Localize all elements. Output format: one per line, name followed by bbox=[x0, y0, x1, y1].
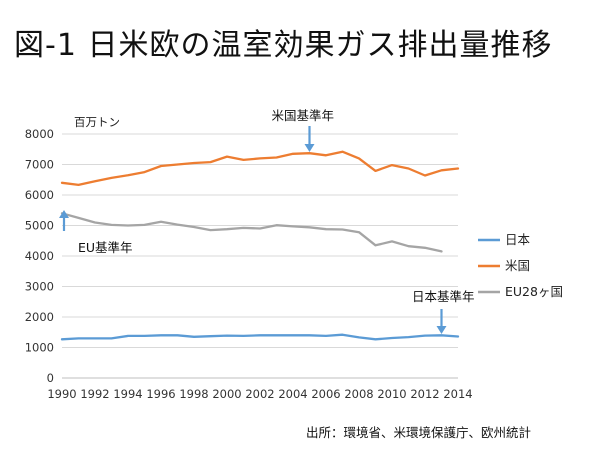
annotation-japan-base-year: 日本基準年 bbox=[412, 289, 475, 304]
legend-label-0: 日本 bbox=[505, 232, 531, 247]
y-tick-label: 5000 bbox=[25, 219, 54, 233]
x-tick-label: 2004 bbox=[278, 387, 307, 401]
page-title: 図-1 日米欧の温室効果ガス排出量推移 bbox=[14, 28, 553, 63]
x-tick-label: 2002 bbox=[245, 387, 274, 401]
x-tick-label: 1996 bbox=[146, 387, 175, 401]
x-tick-label: 2010 bbox=[377, 387, 406, 401]
source-note: 出所：環境省、米環境保護庁、欧州統計 bbox=[306, 425, 532, 440]
y-tick-label: 6000 bbox=[25, 188, 54, 202]
x-tick-label: 2008 bbox=[344, 387, 373, 401]
x-tick-label: 1998 bbox=[179, 387, 208, 401]
y-tick-label: 1000 bbox=[25, 341, 54, 355]
series-line-1 bbox=[60, 150, 460, 187]
annotation-eu-base-year: EU基準年 bbox=[78, 240, 133, 255]
x-tick-label: 2012 bbox=[410, 387, 439, 401]
legend-label-2: EU28ヶ国 bbox=[505, 284, 563, 299]
y-axis-tick-labels: 0 1000 2000 3000 4000 5000 6000 7000 8000 bbox=[25, 127, 54, 385]
x-tick-label: 1994 bbox=[113, 387, 142, 401]
y-tick-label: 4000 bbox=[25, 249, 54, 263]
japan-base-year-arrow-head bbox=[436, 326, 447, 334]
legend-label-1: 米国 bbox=[505, 258, 530, 273]
series-line-0 bbox=[60, 333, 460, 341]
y-tick-label: 0 bbox=[47, 371, 54, 385]
x-tick-label: 2014 bbox=[443, 387, 472, 401]
y-axis-unit-label: 百万トン bbox=[74, 115, 120, 129]
y-tick-label: 7000 bbox=[25, 158, 54, 172]
x-axis-tick-labels: 1990 1992 1994 1996 1998 2000 2002 2004 2006 2008… bbox=[47, 387, 472, 401]
annotation-us-base-year: 米国基準年 bbox=[272, 108, 335, 123]
y-tick-label: 2000 bbox=[25, 310, 54, 324]
x-tick-label: 2006 bbox=[311, 387, 340, 401]
y-tick-label: 3000 bbox=[25, 280, 54, 294]
series-lines bbox=[60, 150, 460, 341]
x-tick-label: 2000 bbox=[212, 387, 241, 401]
series-line-2 bbox=[60, 212, 443, 253]
y-tick-label: 8000 bbox=[25, 127, 54, 141]
eu-base-year-arrow-head bbox=[59, 210, 69, 218]
x-tick-label: 1992 bbox=[80, 387, 109, 401]
us-base-year-arrow-head bbox=[304, 144, 315, 152]
x-tick-label: 1990 bbox=[47, 387, 76, 401]
